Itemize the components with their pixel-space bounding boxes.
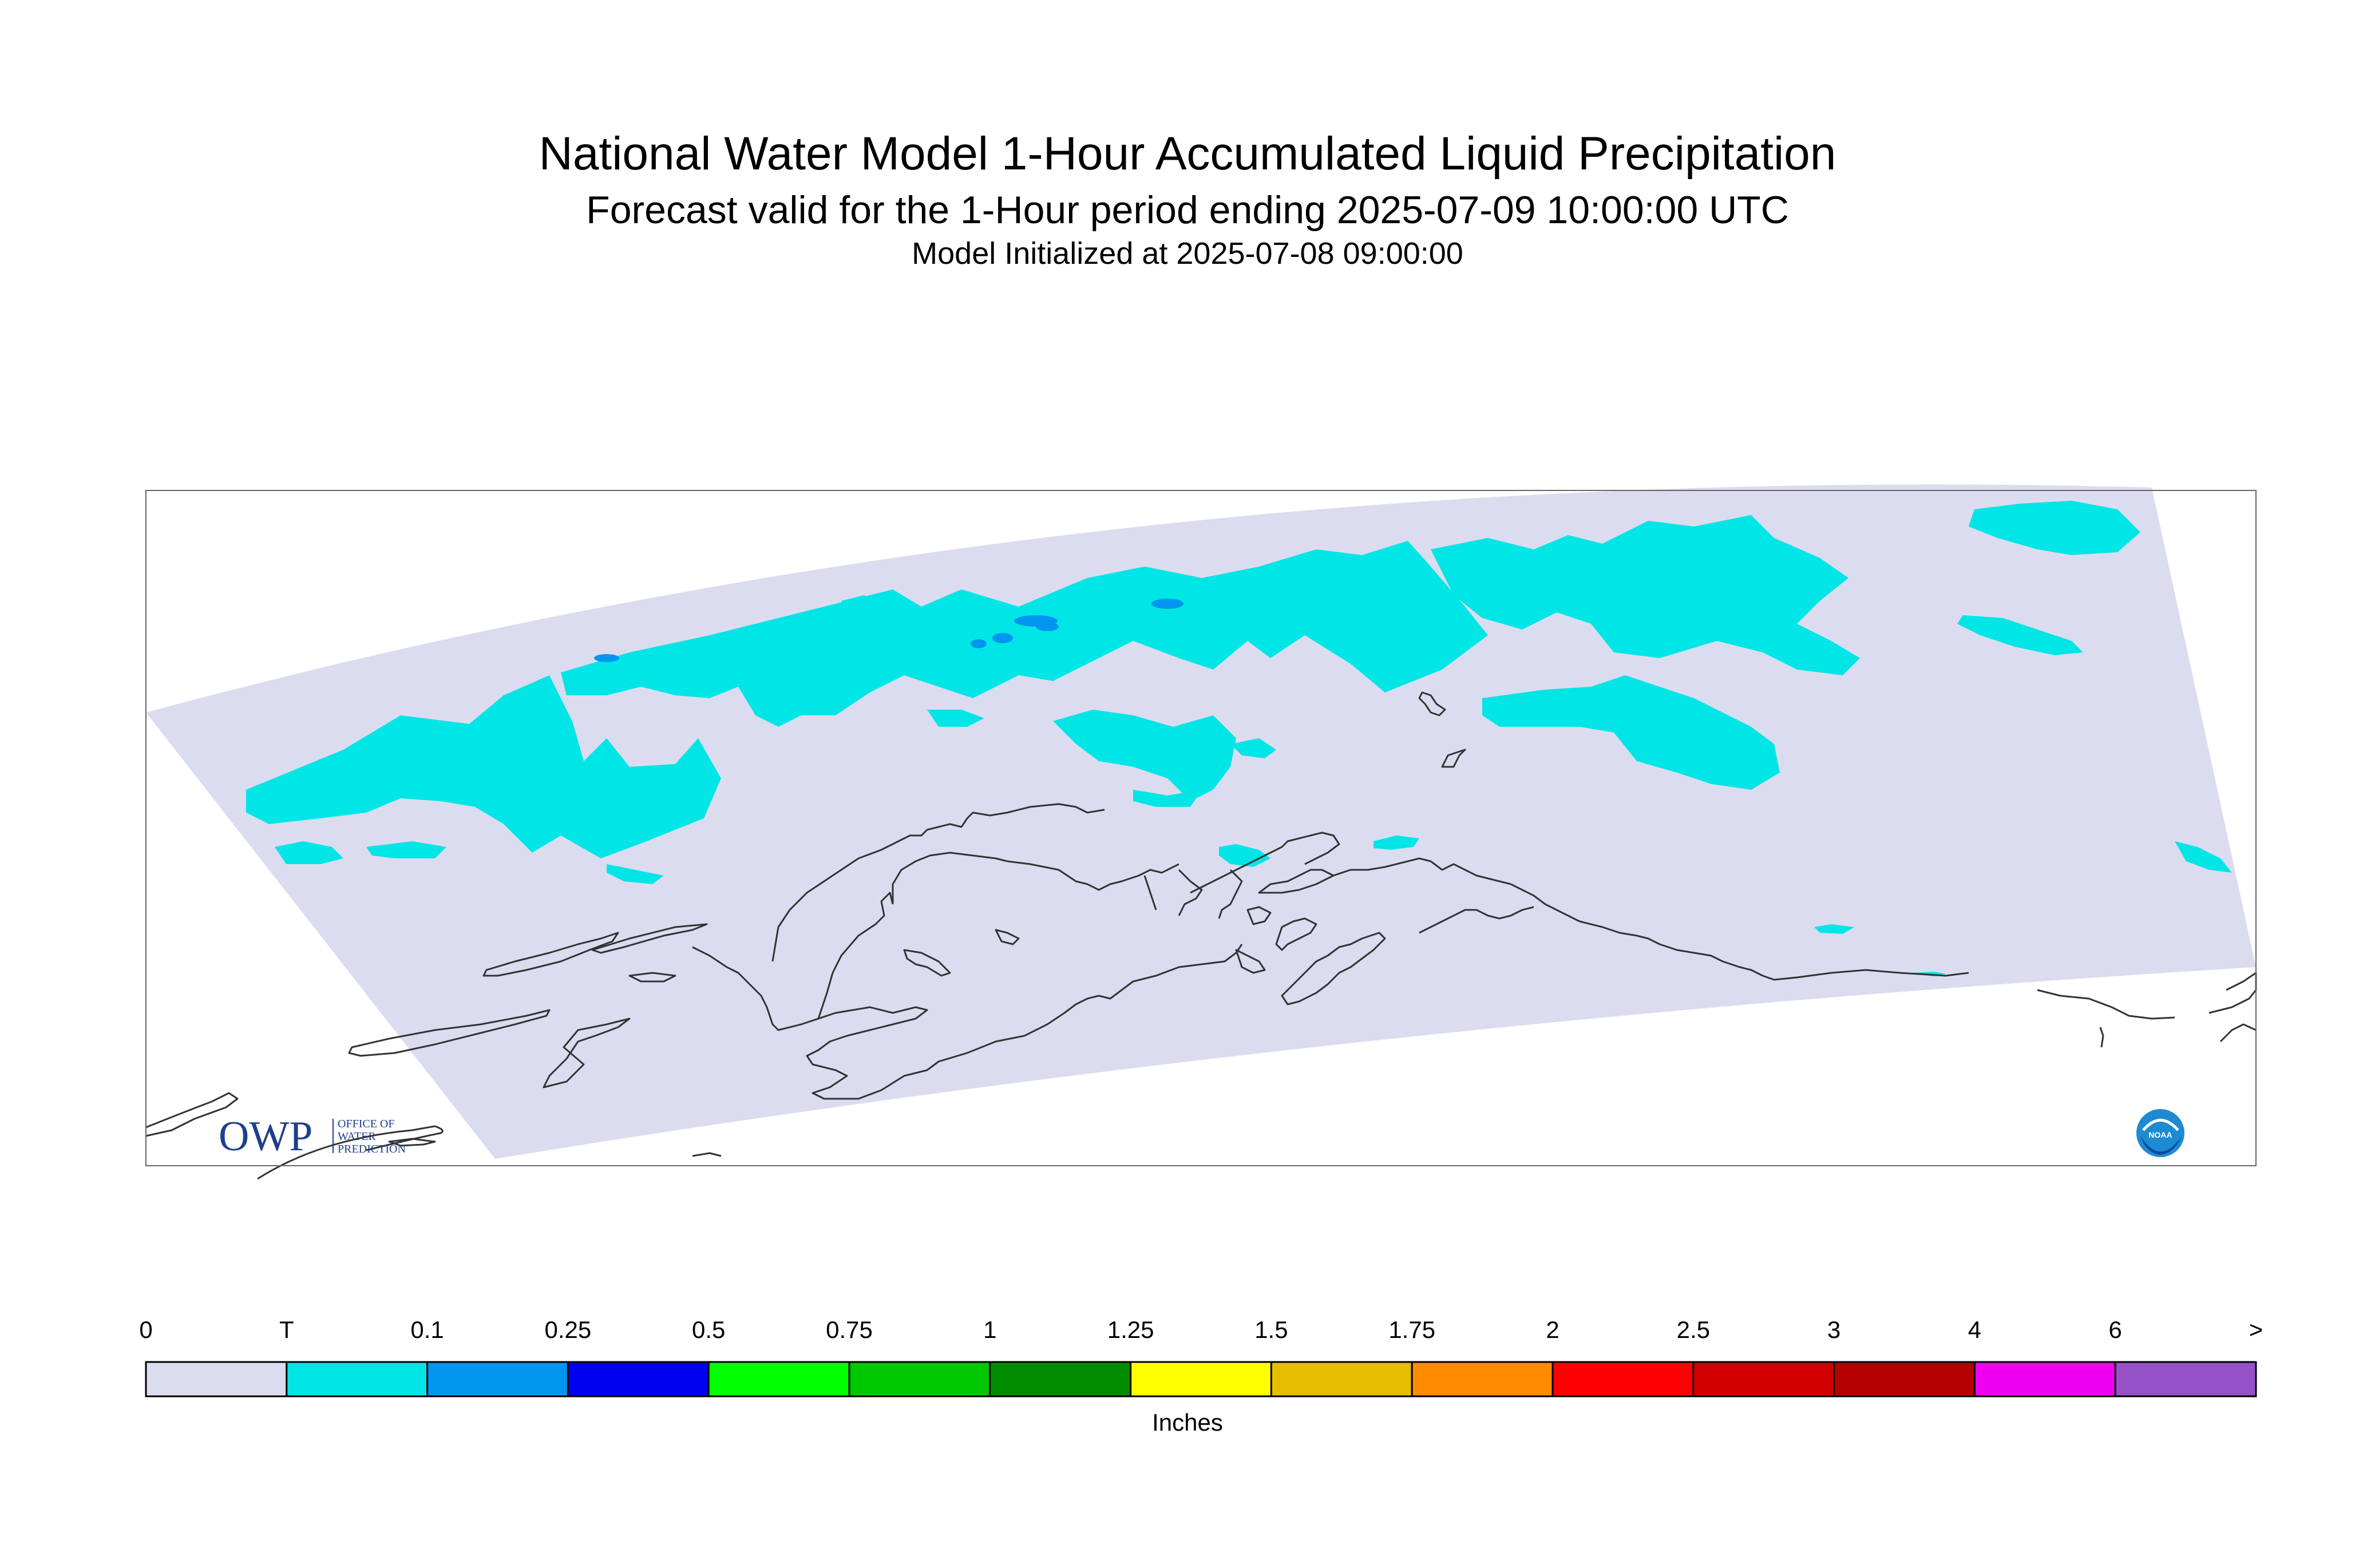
colorbar-swatch: [145, 1361, 288, 1397]
colorbar-tick-label: 0: [139, 1316, 153, 1343]
colorbar-tick-label: >: [2249, 1316, 2263, 1343]
svg-text:OFFICE OF: OFFICE OF: [338, 1118, 394, 1130]
owp-logo: OWP OFFICE OF WATER PREDICTION: [219, 1113, 406, 1160]
colorbar-swatch: [1130, 1361, 1272, 1397]
colorbar-swatch: [1973, 1361, 2116, 1397]
colorbar-swatch: [1411, 1361, 1554, 1397]
svg-text:PREDICTION: PREDICTION: [338, 1143, 406, 1155]
colorbar-tick-label: 0.25: [544, 1316, 592, 1343]
svg-text:NOAA: NOAA: [2148, 1130, 2172, 1139]
map-frame: [145, 490, 2257, 1166]
colorbar-tick-label: 2: [1546, 1316, 1559, 1343]
map-subtitle: Forecast valid for the 1-Hour period end…: [586, 188, 1789, 232]
colorbar-tick-label: 2.5: [1676, 1316, 1710, 1343]
colorbar-swatch: [1833, 1361, 1976, 1397]
owp-logo-text: OWP: [219, 1113, 312, 1160]
colorbar-tick-label: 0.1: [410, 1316, 444, 1343]
light-precip-spots: [594, 599, 1183, 662]
model-init-label: Model Initialized at 2025-07-08 09:00:00: [912, 236, 1463, 271]
colorbar-tick-label: 6: [2108, 1316, 2122, 1343]
colorbar-tick-label: 4: [1968, 1316, 1982, 1343]
colorbar-swatch: [989, 1361, 1132, 1397]
coastlines: [145, 691, 2257, 1180]
noaa-logo: NOAA: [2136, 1109, 2184, 1157]
colorbar-tick-label: 0.5: [691, 1316, 726, 1343]
colorbar-swatch: [286, 1361, 429, 1397]
trace-precip-areas: [246, 501, 2232, 976]
colorbar-swatch: [707, 1361, 850, 1397]
colorbar-tick-label: 1.75: [1388, 1316, 1436, 1343]
colorbar-swatch: [1270, 1361, 1413, 1397]
colorbar-tick-label: 0.75: [826, 1316, 873, 1343]
colorbar-swatch: [426, 1361, 569, 1397]
colorbar-tick-label: 1.25: [1107, 1316, 1154, 1343]
map-title: National Water Model 1-Hour Accumulated …: [539, 128, 1836, 180]
colorbar-swatch: [567, 1361, 710, 1397]
colorbar: [145, 1361, 2257, 1397]
colorbar-swatch: [848, 1361, 991, 1397]
colorbar-tick-label: 3: [1827, 1316, 1841, 1343]
colorbar-tick-label: 1: [983, 1316, 997, 1343]
colorbar-units: Inches: [1152, 1409, 1223, 1436]
colorbar-tick-label: 1.5: [1254, 1316, 1288, 1343]
colorbar-swatch: [1692, 1361, 1835, 1397]
svg-text:WATER: WATER: [338, 1130, 376, 1143]
colorbar-swatch: [2114, 1361, 2257, 1397]
colorbar-tick-label: T: [279, 1316, 294, 1343]
colorbar-swatch: [1551, 1361, 1695, 1397]
